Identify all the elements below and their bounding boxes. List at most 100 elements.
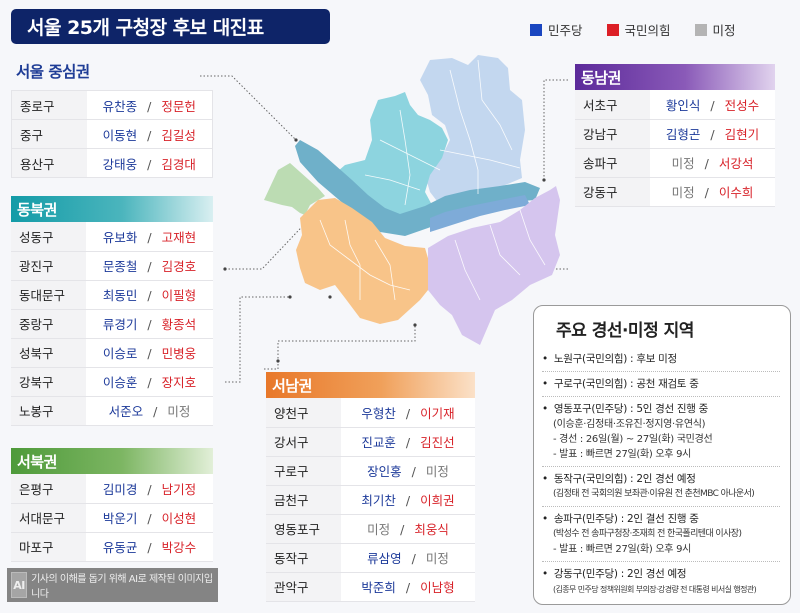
region-heading: 서울 중심권 <box>16 63 90 81</box>
dem-candidate: 장인홍 <box>367 464 402 479</box>
dem-candidate: 우형찬 <box>361 405 396 421</box>
note-sub-text: (김정태 전 국회의원 보좌관·이유원 전 춘천MBC 아나운서) <box>553 489 755 499</box>
note-item: • 노원구(국민의힘) : 후보 미정 <box>542 347 780 372</box>
legend-item-ppp: 국민의힘 <box>606 20 671 39</box>
district-name: 중구 <box>11 119 87 149</box>
note-sub-text: - 발표 : 빠르면 27일(화) 오후 9시 <box>553 449 692 460</box>
ppp-candidate: 황종석 <box>161 317 197 332</box>
district-name: 영동포구 <box>266 514 341 544</box>
dem-candidate: 유찬종 <box>102 98 138 114</box>
ppp-candidate: 이기재 <box>420 405 455 421</box>
separator: / <box>411 464 416 479</box>
separator: / <box>710 127 715 142</box>
separator: / <box>710 97 715 113</box>
candidates-cell: 박운기 / 이성현 <box>86 503 213 533</box>
district-name: 송파구 <box>575 148 650 178</box>
note-item: • 영동포구(민주당) : 5인 경선 진행 중 (이승훈·김정태·조유진·정지영… <box>542 397 780 467</box>
dem-candidate: 이승로 <box>102 346 138 361</box>
candidates-cell: 미정 / 서강석 <box>650 148 775 178</box>
note-sub-text: (이승훈·김정태·조유진·정지영·유연식) <box>553 419 706 430</box>
legend-label: 국민의힘 <box>624 23 671 38</box>
legend-label: 민주당 <box>548 23 583 38</box>
separator: / <box>147 288 152 303</box>
candidates-cell: 이승로 / 민병웅 <box>86 338 213 368</box>
note-main-text: 구로구(국민의힘) : 공천 재검토 중 <box>553 378 699 390</box>
district-name: 은평구 <box>11 474 86 504</box>
separator: / <box>147 229 152 245</box>
separator: / <box>704 156 709 171</box>
bullet-icon: • <box>542 403 548 415</box>
candidates-cell: 장인홍 / 미정 <box>341 456 475 486</box>
legend-swatch-gray-icon <box>694 23 707 36</box>
table-row: 노봉구 서준오 / 미정 <box>11 396 213 426</box>
district-name: 관악구 <box>266 572 341 602</box>
district-name: 노봉구 <box>11 396 86 426</box>
ppp-candidate: 남기정 <box>161 481 197 497</box>
district-name: 용산구 <box>11 148 87 178</box>
region-panel-central: 서울 중심권 종로구 유찬종 / 정문헌 중구 이동현 / 김길성 용산구 강태웅 / 김경대 <box>11 60 213 178</box>
candidate-table: 성동구 유보화 / 고재현 광진구 문종철 / 김경호 동대문구 최동민 / 이필형 중랑구 류경기… <box>11 222 213 426</box>
candidates-cell: 최동민 / 이필형 <box>86 280 213 310</box>
ppp-candidate: 김진선 <box>420 435 455 450</box>
separator: / <box>147 98 152 114</box>
table-row: 중랑구 류경기 / 황종석 <box>11 309 213 339</box>
district-name: 서대문구 <box>11 503 86 533</box>
candidates-cell: 미정 / 이수희 <box>650 177 775 207</box>
ppp-candidate: 장지호 <box>161 375 197 390</box>
separator: / <box>400 522 405 537</box>
separator: / <box>147 156 152 172</box>
district-name: 성동구 <box>11 222 86 252</box>
undecided-candidate: 미정 <box>671 156 695 171</box>
candidates-cell: 진교훈 / 김진선 <box>341 427 475 457</box>
map-region-northwest <box>264 163 325 215</box>
district-name: 마포구 <box>11 532 86 562</box>
ppp-candidate: 민병웅 <box>161 346 197 361</box>
candidate-table: 종로구 유찬종 / 정문헌 중구 이동현 / 김길성 용산구 강태웅 / 김경대 <box>11 90 213 178</box>
separator: / <box>147 540 152 555</box>
candidates-cell: 강태웅 / 김경대 <box>86 148 213 178</box>
district-name: 강남구 <box>575 119 650 149</box>
candidates-cell: 황인식 / 전성수 <box>650 90 775 120</box>
ppp-candidate: 정문헌 <box>161 98 196 114</box>
table-row: 강동구 미정 / 이수희 <box>575 177 775 207</box>
note-sub-text: - 발표 : 빠르면 27일(화) 오후 9시 <box>553 544 692 555</box>
ppp-candidate: 박강수 <box>161 540 197 555</box>
separator: / <box>147 481 152 497</box>
table-row: 성동구 유보화 / 고재현 <box>11 222 213 252</box>
ppp-candidate: 고재현 <box>161 229 197 245</box>
district-borders <box>319 59 546 301</box>
dem-candidate: 박운기 <box>102 511 138 526</box>
separator: / <box>147 259 152 274</box>
table-row: 강북구 이승훈 / 장지호 <box>11 367 213 397</box>
notes-title: 주요 경선·미정 지역 <box>556 321 694 341</box>
ai-notice-text: 기사의 이해를 돕기 위해 AI로 제작된 이미지입니다 <box>31 574 213 600</box>
party-legend: 민주당 국민의힘 미정 <box>530 20 736 39</box>
dem-candidate: 이승훈 <box>102 375 138 390</box>
candidate-table: 서초구 황인식 / 전성수 강남구 김형곤 / 김현기 송파구 미정 / 서강석 강동구 미정 / 이수… <box>575 90 775 207</box>
region-panel-southeast: 동남권 서초구 황인식 / 전성수 강남구 김형곤 / 김현기 송파구 미정 / 서강석 강동구 미… <box>575 64 775 207</box>
ppp-candidate: 이성현 <box>161 511 197 526</box>
ppp-candidate: 이수희 <box>718 185 754 200</box>
table-row: 강서구 진교훈 / 김진선 <box>266 427 475 457</box>
candidates-cell: 우형찬 / 이기재 <box>341 398 475 428</box>
ppp-candidate: 김경호 <box>161 259 197 274</box>
candidate-table: 양천구 우형찬 / 이기재 강서구 진교훈 / 김진선 구로구 장인홍 / 미정 금천구 최기찬 / 이… <box>266 398 475 602</box>
ppp-candidate: 서강석 <box>718 156 754 171</box>
undecided-candidate: 미정 <box>367 522 391 537</box>
legend-label: 미정 <box>712 23 736 38</box>
dem-candidate: 김미경 <box>102 481 138 497</box>
undecided-candidate: 미정 <box>425 464 449 479</box>
table-row: 종로구 유찬종 / 정문헌 <box>11 90 213 120</box>
candidates-cell: 문종철 / 김경호 <box>86 251 213 281</box>
note-sub-text: (박성수 전 송파구청장·조재희 전 한국폴리텐대 이사장) <box>553 529 742 539</box>
note-item: • 동작구(국민의힘) : 2인 경선 예정 (김정태 전 국회의원 보좌관·이유… <box>542 467 780 507</box>
table-row: 마포구 유동균 / 박강수 <box>11 532 213 562</box>
ppp-candidate: 전성수 <box>724 97 760 113</box>
table-row: 관악구 박준희 / 이남형 <box>266 572 475 602</box>
table-row: 금천구 최기찬 / 이희권 <box>266 485 475 515</box>
candidates-cell: 유동균 / 박강수 <box>86 532 213 562</box>
separator: / <box>147 127 152 143</box>
dem-candidate: 유동균 <box>102 540 138 555</box>
separator: / <box>147 511 152 526</box>
